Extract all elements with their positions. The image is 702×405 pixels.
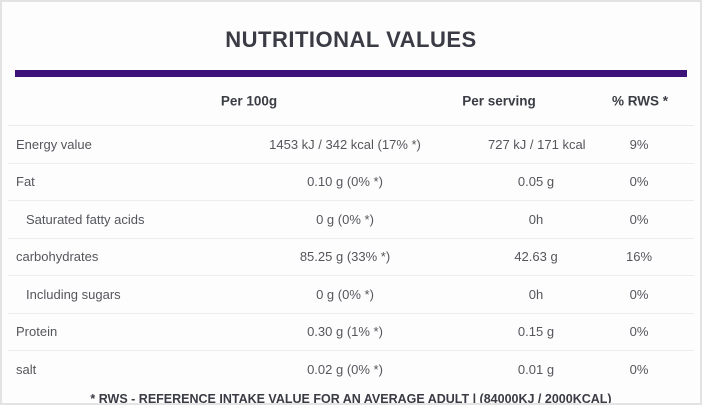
per-100g-value: 0.10 g (0% *) xyxy=(307,174,383,190)
nutrient-label: Fat xyxy=(16,174,35,190)
table-row: Protein 0.30 g (1% *) 0.15 g 0% xyxy=(8,312,694,351)
rws-percent-value: 16% xyxy=(625,249,653,265)
nutrient-label: carbohydrates xyxy=(16,249,99,265)
rws-percent-value: 0% xyxy=(629,286,649,302)
rws-percent-value: 0% xyxy=(629,211,649,227)
table-header-row: Per 100g Per serving % RWS * xyxy=(2,77,700,125)
per-100g-value: 85.25 g (33% *) xyxy=(299,249,391,265)
table-row: salt 0.02 g (0% *) 0.01 g 0% xyxy=(8,350,694,388)
table-row: Saturated fatty acids 0 g (0% *) 0h 0% xyxy=(8,200,694,238)
per-100g-value: 0 g (0% *) xyxy=(316,286,374,302)
per-serving-value: 0.01 g xyxy=(517,361,555,377)
page-title: NUTRITIONAL VALUES xyxy=(225,27,477,52)
per-serving-value: 727 kJ / 171 kcal xyxy=(488,136,586,152)
column-header-rws: % RWS * xyxy=(611,93,669,109)
nutrient-label: Protein xyxy=(16,324,58,340)
column-header-per-serving: Per serving xyxy=(462,93,536,109)
rws-percent-value: 9% xyxy=(629,136,649,152)
per-serving-value: 0h xyxy=(528,211,544,227)
nutrient-label: Energy value xyxy=(16,136,92,152)
nutrient-label: Including sugars xyxy=(26,286,121,302)
per-serving-value: 0.05 g xyxy=(517,174,555,190)
per-serving-value: 0.15 g xyxy=(517,324,555,340)
table-body: Energy value 1453 kJ / 342 kcal (17% *) … xyxy=(8,125,694,388)
table-row: carbohydrates 85.25 g (33% *) 42.63 g 16… xyxy=(8,237,694,276)
rws-footnote: * RWS - REFERENCE INTAKE VALUE FOR AN AV… xyxy=(90,391,612,405)
column-header-per-100g: Per 100g xyxy=(220,93,278,109)
per-100g-value: 0 g (0% *) xyxy=(316,211,374,227)
table-row: Energy value 1453 kJ / 342 kcal (17% *) … xyxy=(8,125,694,163)
per-serving-value: 0h xyxy=(528,286,544,302)
table-row: Fat 0.10 g (0% *) 0.05 g 0% xyxy=(8,162,694,201)
per-100g-value: 0.30 g (1% *) xyxy=(307,324,383,340)
nutrient-label: Saturated fatty acids xyxy=(26,211,145,227)
per-serving-value: 42.63 g xyxy=(514,249,558,265)
rws-percent-value: 0% xyxy=(629,324,649,340)
per-100g-value: 0.02 g (0% *) xyxy=(307,361,383,377)
rws-percent-value: 0% xyxy=(629,361,649,377)
per-100g-value: 1453 kJ / 342 kcal (17% *) xyxy=(269,136,421,152)
rws-percent-value: 0% xyxy=(629,174,649,190)
accent-divider xyxy=(15,70,687,77)
nutrient-label: salt xyxy=(16,361,37,377)
table-row: Including sugars 0 g (0% *) 0h 0% xyxy=(8,275,694,313)
